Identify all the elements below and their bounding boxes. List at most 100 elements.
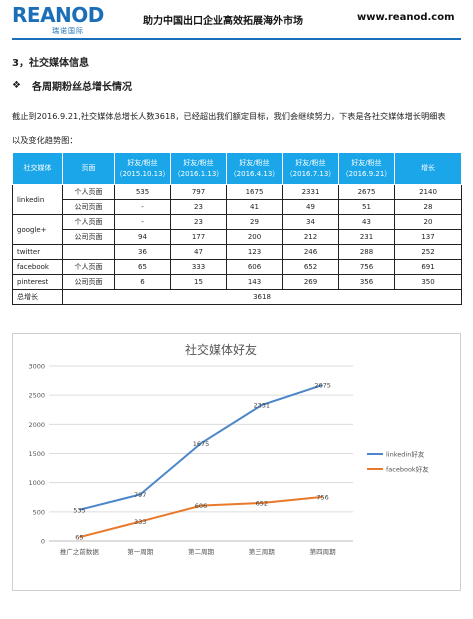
- value-cell: 51: [338, 199, 395, 215]
- y-tick-label: 0: [41, 538, 45, 546]
- page-type-cell: 公司页面: [62, 274, 115, 290]
- legend-label: facebook好友: [386, 465, 429, 474]
- y-tick-label: 3000: [28, 363, 45, 371]
- table-row: 公司页面 -23 41 49 51 28: [13, 199, 462, 215]
- page-type-cell: 个人页面: [62, 184, 115, 200]
- value-cell: 49: [282, 199, 339, 215]
- total-value: 3618: [62, 289, 462, 305]
- table-header-cell: 增长: [394, 152, 462, 185]
- value-cell: 36: [114, 244, 171, 260]
- data-label: 65: [75, 534, 83, 542]
- value-cell: 23: [170, 199, 227, 215]
- table-row: facebook 个人页面 65 333 606 652 756 691: [12, 259, 462, 275]
- platform-cell: pinterest: [12, 274, 63, 290]
- platform-cell: google+: [12, 214, 63, 245]
- value-cell: 2675: [338, 184, 395, 200]
- value-cell: 6: [114, 274, 171, 290]
- value-cell: 691: [394, 259, 462, 275]
- table-row: pinterest 公司页面 6 15 143 269 356 350: [12, 274, 462, 290]
- value-cell: 246: [282, 244, 339, 260]
- table-header-row: 社交媒体 页面 好友/粉丝（2015.10.13） 好友/粉丝（2016.1.13）好…: [12, 152, 462, 185]
- series-line-0: [79, 384, 323, 511]
- value-cell: 177: [170, 229, 227, 245]
- value-cell: 288: [338, 244, 395, 260]
- total-row: 总增长 3618: [12, 289, 462, 305]
- value-cell: 2140: [394, 184, 462, 200]
- platform-cell: facebook: [12, 259, 63, 275]
- table-row: google+ 个人页面 -23 29 34 43 20: [12, 214, 462, 245]
- value-cell: 123: [226, 244, 283, 260]
- value-cell: -: [114, 199, 171, 215]
- table-header-cell: 社交媒体: [12, 152, 63, 185]
- chart-svg: 社交媒体好友 0 500 1000 1500 2000 2500 3000 推广之前数据 第一周期…: [28, 342, 429, 556]
- legend-label: linkedin好友: [386, 450, 425, 459]
- value-cell: 252: [394, 244, 462, 260]
- value-cell: 47: [170, 244, 227, 260]
- value-cell: 15: [170, 274, 227, 290]
- x-tick-label: 推广之前数据: [60, 547, 100, 556]
- data-label: 797: [134, 491, 146, 499]
- table-header-cell: 好友/粉丝（2016.9.21）: [338, 152, 395, 185]
- value-cell: 1675: [226, 184, 283, 200]
- value-cell: 28: [394, 199, 462, 215]
- data-label: 606: [195, 502, 207, 510]
- chart-title: 社交媒体好友: [185, 342, 257, 357]
- table-header-cell: 好友/粉丝（2016.1.13）: [170, 152, 227, 185]
- logo-subtext: 瑞诺国际: [52, 27, 84, 35]
- page-type-cell: 个人页面: [62, 259, 115, 275]
- y-tick-label: 500: [33, 508, 45, 516]
- value-cell: 269: [282, 274, 339, 290]
- page-type-cell: 公司页面: [62, 199, 115, 215]
- data-label: 2675: [314, 381, 331, 389]
- value-cell: 34: [282, 214, 339, 230]
- page-type-cell: [62, 244, 115, 260]
- table-row: linkedin 个人页面 535 797 1675 2331 2675 2140: [12, 184, 462, 215]
- social-media-table: 社交媒体 页面 好友/粉丝（2015.10.13） 好友/粉丝（2016.1.13）好…: [12, 152, 462, 305]
- page-type-cell: 个人页面: [62, 214, 115, 230]
- value-cell: -: [114, 214, 171, 230]
- x-tick-label: 第三周期: [249, 547, 276, 556]
- data-label: 2331: [254, 402, 271, 410]
- table-header-cell: 页面: [62, 152, 115, 185]
- data-label: 333: [134, 518, 146, 526]
- x-tick-label: 第四周期: [310, 547, 337, 556]
- table-row: 公司页面 94 177 200 212 231 137: [13, 229, 462, 245]
- data-label: 535: [73, 506, 85, 514]
- value-cell: 333: [170, 259, 227, 275]
- table-header-cell: 好友/粉丝（2016.7.13）: [282, 152, 339, 185]
- page-type-cell: 公司页面: [62, 229, 115, 245]
- value-cell: 535: [114, 184, 171, 200]
- value-cell: 212: [282, 229, 339, 245]
- value-cell: 756: [338, 259, 395, 275]
- y-tick-label: 2500: [28, 392, 45, 400]
- value-cell: 41: [226, 199, 283, 215]
- value-cell: 356: [338, 274, 395, 290]
- y-tick-label: 1000: [28, 479, 45, 487]
- series-line-1: [79, 495, 323, 539]
- y-tick-label: 2000: [28, 421, 45, 429]
- value-cell: 137: [394, 229, 462, 245]
- logo-text: REANOD: [12, 3, 104, 27]
- value-cell: 94: [114, 229, 171, 245]
- page-header: REANOD 瑞诺国际 助力中国出口企业高效拓展海外市场 www.reanod.…: [0, 0, 473, 40]
- value-cell: 231: [338, 229, 395, 245]
- value-cell: 43: [338, 214, 395, 230]
- value-cell: 20: [394, 214, 462, 230]
- line-chart: 社交媒体好友 0 500 1000 1500 2000 2500 3000 推广之前数据 第一周期…: [12, 333, 461, 591]
- diamond-bullet-icon: ❖: [12, 80, 21, 91]
- value-cell: 29: [226, 214, 283, 230]
- table-header-cell: 好友/粉丝（2015.10.13）: [114, 152, 171, 185]
- header-slogan: 助力中国出口企业高效拓展海外市场: [143, 16, 303, 27]
- platform-cell: linkedin: [12, 184, 63, 215]
- section-title: 3，社交媒体信息: [12, 58, 89, 69]
- platform-cell: twitter: [12, 244, 63, 260]
- table-header-cell: 好友/粉丝（2016.4.13）: [226, 152, 283, 185]
- subsection-title: ❖ 各周期粉丝总增长情况: [12, 78, 132, 93]
- data-label: 652: [256, 499, 268, 507]
- summary-paragraph: 截止到2016.9.21,社交媒体总增长人数3618，已经超出我们额定目标，我们…: [12, 111, 446, 145]
- value-cell: 143: [226, 274, 283, 290]
- value-cell: 23: [170, 214, 227, 230]
- data-label: 1675: [193, 440, 210, 448]
- value-cell: 2331: [282, 184, 339, 200]
- value-cell: 65: [114, 259, 171, 275]
